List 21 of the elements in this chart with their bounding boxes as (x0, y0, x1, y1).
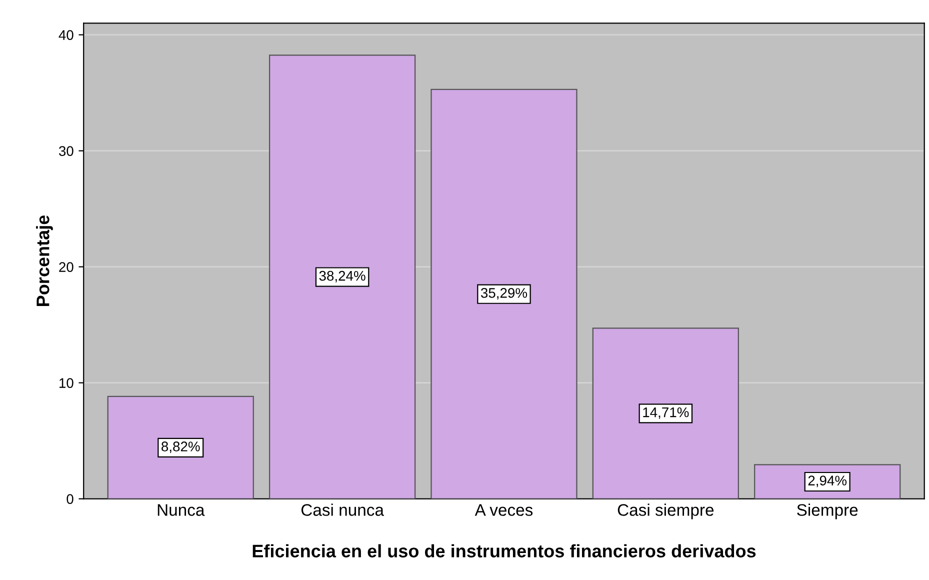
bar (107, 396, 254, 499)
x-tick-label: Siempre (797, 504, 858, 520)
y-tick-label: 0 (66, 494, 74, 504)
data-label: 35,29% (480, 288, 528, 300)
x-tick-label: Casi siempre (618, 504, 714, 520)
bar (430, 88, 578, 499)
bar (592, 328, 739, 499)
x-tick-label: A veces (474, 504, 533, 516)
x-tick-label: Nunca (158, 504, 205, 516)
data-label: 2,94% (808, 476, 847, 488)
y-axis-title: Porcentaje (36, 215, 53, 306)
y-tick-label: 30 (58, 146, 74, 156)
data-label: 8,82% (162, 442, 200, 454)
x-axis-title: Eficiencia en el uso de instrumentos financieros derivados (252, 544, 756, 558)
y-tick-label: 40 (58, 30, 74, 40)
data-label: 38,24% (319, 270, 366, 282)
y-tick-label: 10 (60, 378, 74, 388)
bar (268, 54, 416, 499)
data-label: 14,71% (643, 407, 689, 419)
x-tick-label: Casi nunca (301, 504, 384, 516)
y-tick-label: 20 (59, 262, 74, 272)
